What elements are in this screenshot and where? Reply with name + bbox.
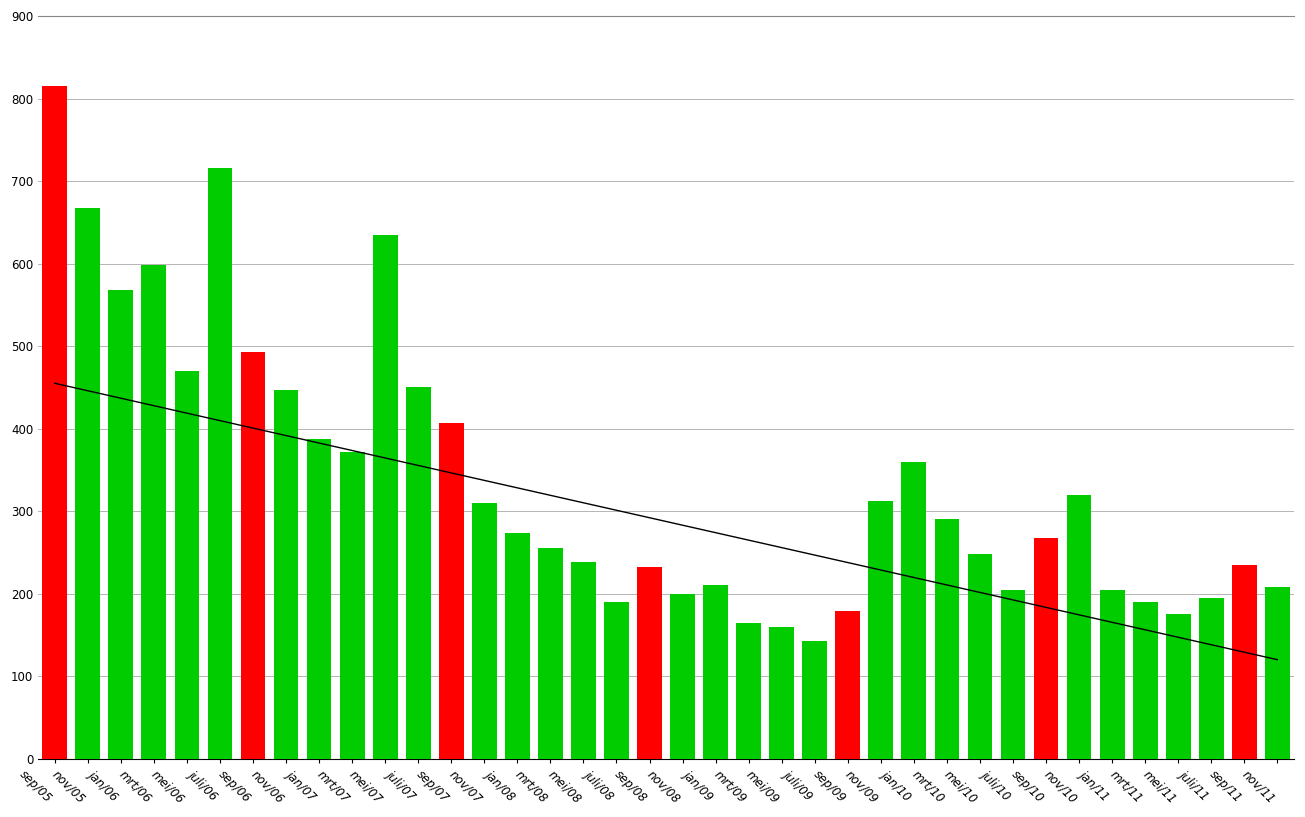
Bar bbox=[835, 611, 860, 759]
Bar bbox=[505, 534, 530, 759]
Bar bbox=[604, 602, 629, 759]
Bar bbox=[406, 387, 431, 759]
Bar bbox=[76, 208, 100, 759]
Bar bbox=[307, 440, 331, 759]
Bar bbox=[671, 594, 696, 759]
Bar bbox=[472, 503, 497, 759]
Bar bbox=[637, 567, 662, 759]
Bar bbox=[703, 586, 728, 759]
Bar bbox=[803, 641, 827, 759]
Bar bbox=[1199, 598, 1224, 759]
Bar bbox=[141, 266, 166, 759]
Bar bbox=[1232, 565, 1257, 759]
Bar bbox=[868, 502, 893, 759]
Bar bbox=[42, 87, 67, 759]
Bar bbox=[572, 562, 596, 759]
Bar bbox=[736, 623, 761, 759]
Bar bbox=[1001, 590, 1026, 759]
Bar bbox=[240, 352, 265, 759]
Bar bbox=[175, 371, 200, 759]
Bar bbox=[902, 462, 927, 759]
Bar bbox=[934, 519, 959, 759]
Bar bbox=[438, 423, 463, 759]
Bar bbox=[1265, 587, 1289, 759]
Bar bbox=[207, 168, 232, 759]
Bar bbox=[1133, 602, 1158, 759]
Bar bbox=[1100, 590, 1125, 759]
Bar bbox=[967, 554, 992, 759]
Bar bbox=[538, 548, 562, 759]
Bar bbox=[1165, 614, 1190, 759]
Bar bbox=[274, 390, 299, 759]
Bar bbox=[373, 234, 398, 759]
Bar bbox=[770, 627, 795, 759]
Bar bbox=[1034, 538, 1058, 759]
Bar bbox=[339, 452, 364, 759]
Bar bbox=[108, 290, 133, 759]
Bar bbox=[1066, 494, 1091, 759]
